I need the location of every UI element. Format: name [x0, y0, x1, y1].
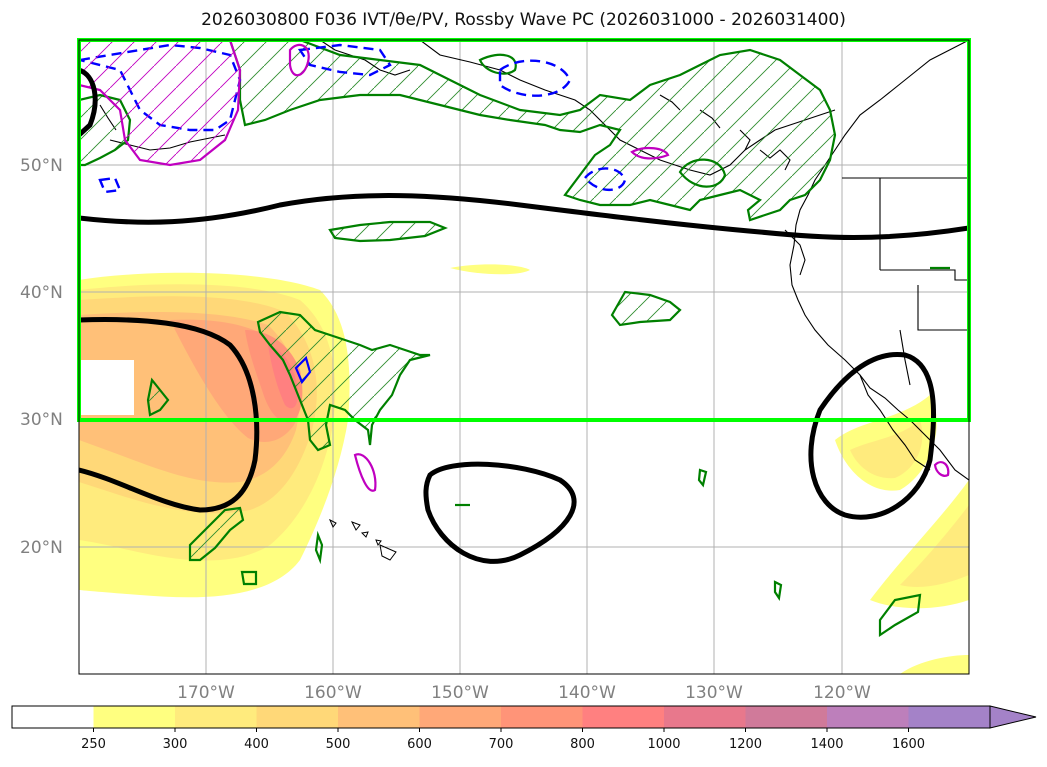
- colorbar: 250 300 400 500 600 700 800 1000 1200 1400 1600: [11, 705, 1037, 752]
- colorbar-segment: [582, 706, 665, 728]
- colorbar-segment: [338, 706, 420, 728]
- lon-label-160w: 160°W: [304, 683, 362, 703]
- colorbar-tick-label: 1200: [729, 737, 762, 752]
- pos-central: [256, 310, 431, 452]
- lon-label-170w: 170°W: [177, 683, 235, 703]
- lat-label-20: 20°N: [20, 538, 63, 558]
- colorbar-tick-label: 800: [570, 737, 595, 752]
- colorbar-segment: [827, 706, 909, 728]
- pv-ring-4: [933, 461, 950, 477]
- colorbar-tick-label: 1600: [892, 737, 925, 752]
- lon-label-140w: 140°W: [558, 683, 616, 703]
- pos-ring-2: [478, 53, 517, 75]
- lon-label-120w: 120°W: [813, 683, 871, 703]
- colorbar-segment: [256, 706, 339, 728]
- colorbar-segment: [93, 706, 176, 728]
- colorbar-tick-label: 1000: [647, 737, 680, 752]
- map-title: 2026030800 F036 IVT/θe/PV, Rossby Wave P…: [201, 10, 846, 30]
- map-frame: [78, 39, 970, 675]
- colorbar-segment: [175, 706, 257, 728]
- pc-north-line: [79, 193, 969, 240]
- colorbar-tick-label: 1400: [810, 737, 843, 752]
- colorbar-segment: [664, 706, 746, 728]
- colorbar-segment: [745, 706, 828, 728]
- colorbar-segment: [419, 706, 502, 728]
- colorbar-tick-label: 250: [81, 737, 106, 752]
- lat-label-40: 40°N: [20, 283, 63, 303]
- lat-label-30: 30°N: [20, 410, 63, 430]
- colorbar-tick-label: 300: [163, 737, 188, 752]
- pc-west-loop: [79, 317, 260, 513]
- pv-west: [79, 40, 242, 167]
- pos-central-sub: [328, 220, 448, 243]
- pos-small-3: [240, 570, 258, 586]
- neg-north: [297, 43, 392, 77]
- colorbar-segment: [12, 706, 94, 728]
- pos-small-5: [697, 468, 708, 488]
- pv-contours: [79, 40, 950, 492]
- pc-north-arc: [79, 67, 98, 137]
- neg-mid: [498, 59, 572, 97]
- pv-ring-2: [353, 453, 377, 492]
- pc-central-loop: [423, 461, 577, 564]
- pos-small-7: [878, 593, 922, 638]
- pos-small-4: [314, 530, 324, 565]
- ivt-250-bottom: [900, 655, 969, 674]
- pv-ring-1: [288, 43, 310, 77]
- pos-small-2: [188, 506, 245, 562]
- pv-ring-3: [630, 146, 670, 160]
- lon-label-130w: 130°W: [685, 683, 743, 703]
- colorbar-extend-arrow: [989, 705, 1037, 729]
- ivt-300-baja: [850, 420, 923, 479]
- ivt-800: [268, 345, 298, 409]
- pc-contours: [79, 67, 969, 564]
- ivt-white-patch: [79, 360, 134, 415]
- pc-east-loop: [808, 351, 937, 520]
- pos-mid: [610, 290, 682, 327]
- colorbar-segment: [501, 706, 583, 728]
- ivt-300-se: [900, 505, 969, 587]
- negative-solid-contour: [294, 355, 312, 385]
- ivt-250-north: [450, 264, 530, 275]
- colorbar-segment: [908, 706, 991, 728]
- pos-small-6: [773, 580, 783, 601]
- colorbar-tick-label: 500: [326, 737, 351, 752]
- pos-small-1: [146, 377, 170, 417]
- pos-ring-1: [678, 158, 727, 188]
- colorbar-tick-label: 700: [489, 737, 514, 752]
- lon-label-150w: 150°W: [431, 683, 489, 703]
- colorbar-tick-label: 600: [407, 737, 432, 752]
- lat-label-50: 50°N: [20, 156, 63, 176]
- map-area: [79, 40, 969, 674]
- colorbar-tick-label: 400: [244, 737, 269, 752]
- hawaii-islands: [329, 518, 397, 561]
